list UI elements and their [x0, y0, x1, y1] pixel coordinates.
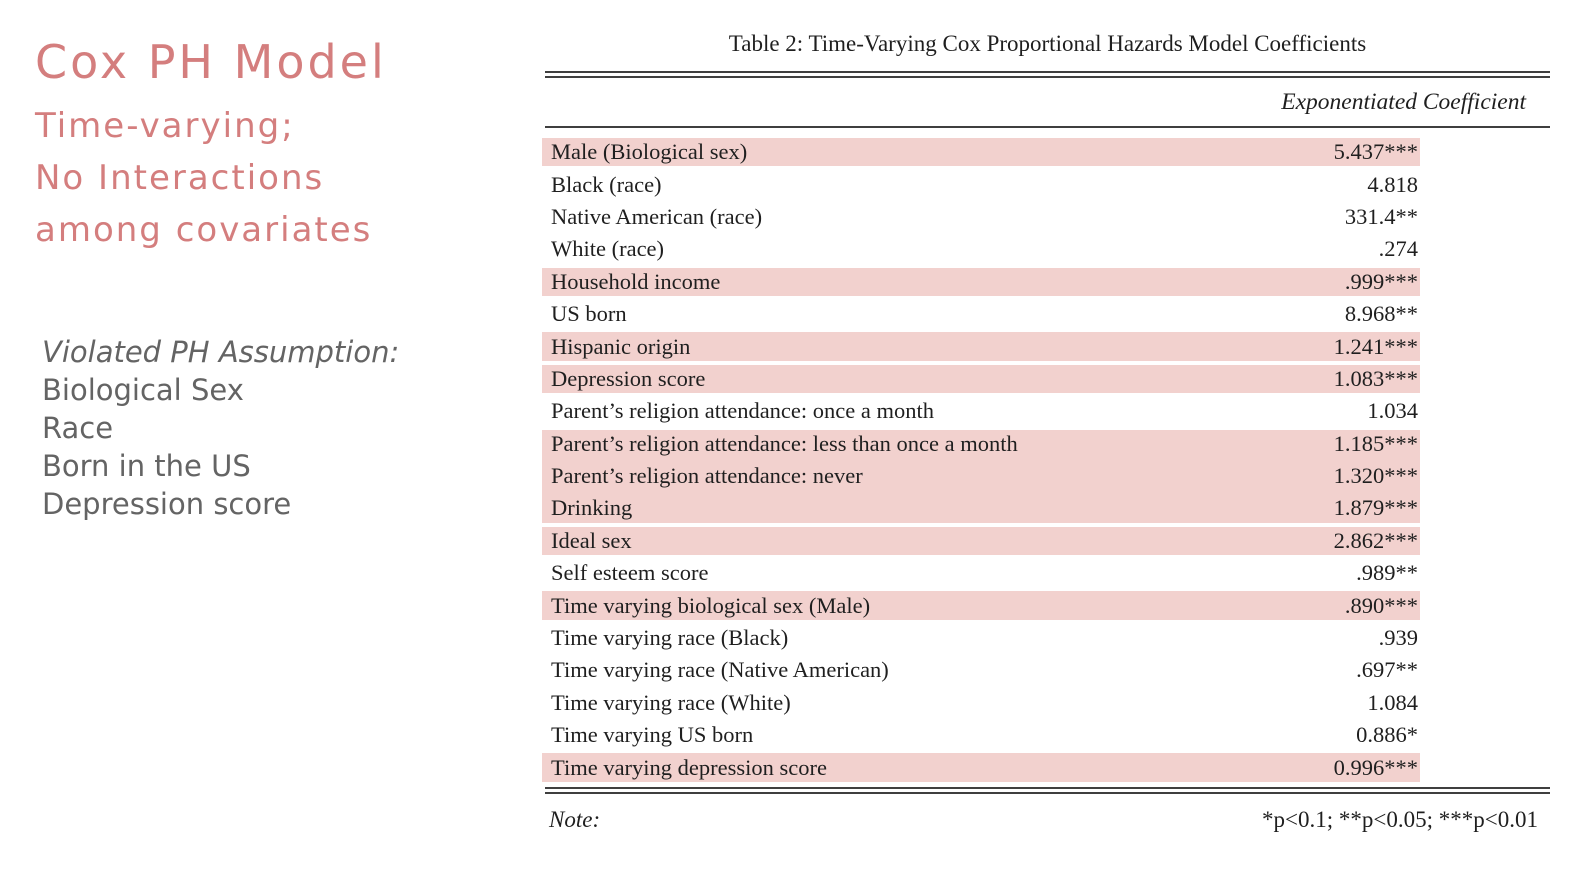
table-row: Ideal sex 2.862*** [542, 525, 1550, 557]
row-value: .999*** [1344, 268, 1418, 294]
row-label: Black (race) [551, 171, 662, 197]
table-row: Time varying race (Black) .939 [545, 622, 1550, 654]
table-row: Native American (race) 331.4** [545, 201, 1550, 233]
table-caption: Table 2: Time-Varying Cox Proportional H… [728, 31, 1367, 56]
violated-heading: Violated PH Assumption: [42, 335, 400, 369]
row-value: 0.886* [1356, 722, 1418, 748]
row-label: US born [551, 301, 627, 327]
row-value: .890*** [1344, 592, 1418, 618]
row-label: Time varying race (White) [551, 689, 791, 715]
row-value: 1.320*** [1333, 463, 1418, 489]
table-row: Time varying biological sex (Male) .890**… [542, 589, 1550, 621]
row-value: 331.4** [1344, 203, 1418, 229]
table-top-rule [545, 71, 1550, 78]
row-label: White (race) [551, 236, 665, 262]
row-value: .939 [1378, 625, 1418, 651]
row-label: Parent’s religion attendance: never [551, 463, 863, 489]
table-row: Male (Biological sex) 5.437*** [542, 136, 1550, 168]
table-header-row: Exponentiated Coefficient [545, 78, 1550, 126]
note-label: Note: [549, 806, 601, 832]
table-row: Parent’s religion attendance: less than … [542, 428, 1550, 461]
row-value: 1.083*** [1333, 365, 1418, 391]
header-rule [545, 126, 1550, 128]
table-row: Time varying race (Native American) .697*… [545, 654, 1550, 686]
table-row: Drinking 1.879*** [542, 492, 1550, 524]
row-value: 2.862*** [1333, 527, 1418, 553]
table-rows: Male (Biological sex) 5.437*** Black (race… [542, 128, 1550, 784]
row-value: .697** [1356, 657, 1418, 683]
row-label: Time varying biological sex (Male) [551, 592, 871, 618]
table-bottom-rule [545, 786, 1550, 794]
table-row: Parent’s religion attendance: never 1.320… [542, 459, 1550, 493]
row-label: Parent’s religion attendance: once a mon… [551, 398, 934, 424]
violated-item: Depression score [42, 487, 292, 521]
row-label: Time varying race (Native American) [551, 657, 889, 683]
subtitle-line: Time-varying; [35, 106, 295, 146]
table-note-row: Note: *p<0.1; **p<0.05; ***p<0.01 [545, 806, 1550, 833]
row-value: 4.818 [1367, 171, 1418, 197]
table-row: Depression score 1.083*** [542, 363, 1550, 395]
table-row: White (race) .274 [545, 233, 1550, 265]
row-value: 8.968** [1344, 301, 1418, 327]
row-value: 0.996*** [1333, 754, 1418, 780]
slide-title: Cox PH Model [35, 35, 387, 89]
row-label: Hispanic origin [551, 333, 691, 359]
row-value: 5.437*** [1333, 139, 1418, 165]
table-row: Household income .999*** [542, 266, 1550, 298]
violated-item: Born in the US [42, 449, 251, 483]
table-row: US born 8.968** [545, 298, 1550, 330]
row-label: Drinking [551, 495, 633, 521]
note-significance-legend: *p<0.1; **p<0.05; ***p<0.01 [1262, 806, 1538, 832]
row-value: 1.241*** [1333, 333, 1418, 359]
row-value: 1.879*** [1333, 495, 1418, 521]
row-value: .274 [1378, 236, 1418, 262]
slide-subtitle: Time-varying; No Interactions among cova… [35, 100, 372, 256]
row-label: Ideal sex [551, 527, 632, 553]
subtitle-line: No Interactions [35, 158, 325, 198]
row-label: Time varying US born [551, 722, 754, 748]
column-header-exponentiated-coefficient: Exponentiated Coefficient [1281, 88, 1526, 115]
row-label: Household income [551, 268, 721, 294]
table-row: Hispanic origin 1.241*** [542, 330, 1550, 362]
row-value: .989** [1356, 560, 1418, 586]
coefficients-table: Table 2: Time-Varying Cox Proportional H… [542, 30, 1550, 833]
row-label: Time varying race (Black) [551, 625, 789, 651]
table-row: Time varying race (White) 1.084 [545, 687, 1550, 719]
row-label: Time varying depression score [551, 754, 827, 780]
table-row: Time varying depression score 0.996*** [542, 751, 1550, 783]
row-value: 1.034 [1367, 398, 1418, 424]
subtitle-line: among covariates [35, 210, 373, 250]
row-label: Native American (race) [551, 203, 763, 229]
table-row: Black (race) 4.818 [545, 168, 1550, 200]
row-label: Depression score [551, 365, 706, 391]
row-label: Parent’s religion attendance: less than … [551, 430, 1018, 456]
table-row: Parent’s religion attendance: once a mon… [545, 395, 1550, 427]
row-value: 1.185*** [1333, 430, 1418, 456]
violated-item: Race [42, 411, 114, 445]
row-label: Male (Biological sex) [551, 139, 748, 165]
table-row: Time varying US born 0.886* [545, 719, 1550, 751]
table-row: Self esteem score .989** [545, 557, 1550, 589]
row-label: Self esteem score [551, 560, 709, 586]
violated-assumptions-block: Violated PH Assumption: Biological Sex R… [42, 333, 399, 523]
row-value: 1.084 [1367, 689, 1418, 715]
violated-item: Biological Sex [42, 373, 244, 407]
